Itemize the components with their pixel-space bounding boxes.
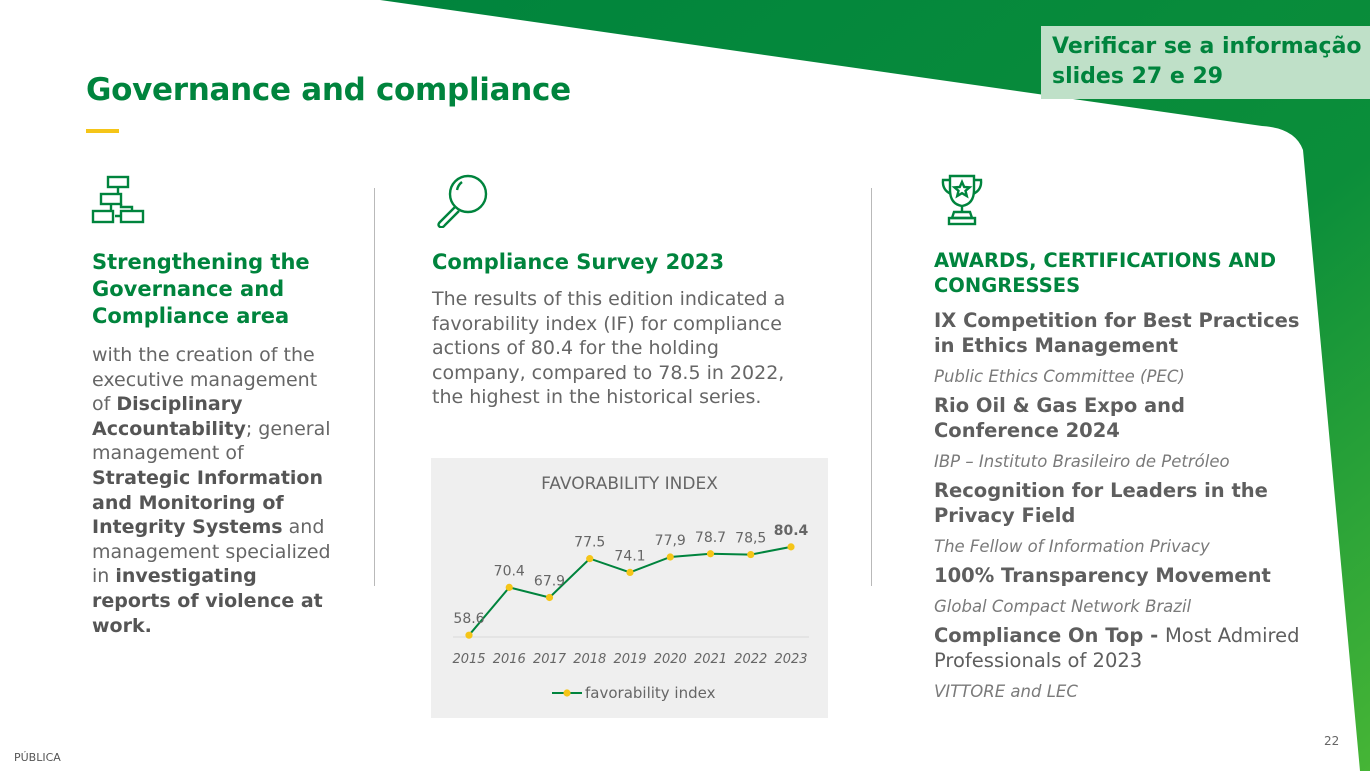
awards-list: IX Competition for Best Practices in Eth…: [934, 308, 1314, 703]
classification-label: PÚBLICA: [14, 751, 61, 764]
award-name: Rio Oil & Gas Expo and Conference 2024: [934, 393, 1314, 443]
page-title: Governance and compliance: [86, 72, 571, 108]
data-label: 67.9: [534, 574, 565, 590]
data-label: 78,5: [735, 531, 766, 547]
legend-label: favorability index: [585, 684, 716, 702]
award-name-main: Recognition for Leaders in the Privacy F…: [934, 479, 1268, 527]
award-organization: Global Compact Network Brazil: [934, 597, 1192, 616]
award-organization: The Fellow of Information Privacy: [934, 537, 1210, 556]
data-label: 74.1: [614, 548, 645, 564]
award-item: 100% Transparency Movement Global Compact…: [934, 563, 1314, 618]
award-name-main: IX Competition for Best Practices in Eth…: [934, 309, 1300, 357]
col1-body-part: with the creation of the executive manag…: [92, 344, 318, 416]
data-point: [505, 583, 513, 591]
data-label: 70.4: [494, 563, 525, 579]
data-point: [787, 543, 795, 551]
legend-marker: [563, 689, 571, 697]
data-point: [747, 550, 755, 559]
award-name: 100% Transparency Movement: [934, 563, 1314, 588]
x-tick-label: 2023: [774, 652, 807, 667]
data-point: [706, 550, 715, 558]
award-name: IX Competition for Best Practices in Eth…: [934, 308, 1314, 358]
x-tick-label: 2015: [452, 652, 485, 667]
col1-body-bold: investigating reports of violence at wor…: [92, 565, 323, 637]
review-note-line1: Verificar se a informação do: [1052, 34, 1370, 59]
favorability-chart: FAVORABILITY INDEX 58.6 2015 70.4 2016 67.9 20…: [431, 458, 828, 718]
award-name-main: 100% Transparency Movement: [934, 564, 1271, 587]
data-point: [586, 555, 594, 563]
award-name: Compliance On Top - Most Admired Profess…: [934, 623, 1314, 673]
x-tick-label: 2022: [734, 652, 767, 667]
chart-svg: FAVORABILITY INDEX 58.6 2015 70.4 2016 67.9 20…: [452, 474, 809, 702]
award-item: Recognition for Leaders in the Privacy F…: [934, 478, 1314, 558]
data-point: [666, 553, 674, 561]
x-tick-label: 2019: [613, 652, 646, 667]
col1-heading: Strengthening the Governance and Complia…: [92, 250, 310, 328]
page-number: 22: [1324, 734, 1340, 748]
trophy-icon: [941, 174, 983, 226]
col1-body-part: ; general management of: [92, 417, 331, 465]
award-name-suffix: Most Admired Professionals of 2023: [934, 624, 1300, 672]
data-label: 80.4: [774, 523, 809, 539]
award-name: Recognition for Leaders in the Privacy F…: [934, 478, 1314, 528]
data-label: 77,9: [655, 533, 686, 549]
data-point: [626, 568, 634, 576]
chart-title: FAVORABILITY INDEX: [541, 474, 718, 494]
awards-heading: AWARDS, CERTIFICATIONS AND CONGRESSES: [934, 249, 1277, 297]
award-item: IX Competition for Best Practices in Eth…: [934, 308, 1314, 388]
award-organization: IBP – Instituto Brasileiro de Petróleo: [934, 452, 1230, 471]
col1-body-bold: Strategic Information and Monitoring of …: [92, 466, 323, 539]
col1-body-part: and management specialized in: [92, 516, 331, 588]
data-label: 78.7: [695, 530, 726, 546]
col1-body: with the creation of the executive manag…: [92, 343, 337, 638]
org-chart-icon: [91, 175, 145, 224]
award-organization: VITTORE and LEC: [934, 682, 1078, 701]
x-tick-label: 2020: [654, 652, 687, 667]
column-divider-2: [871, 188, 872, 586]
title-underline: [86, 129, 119, 133]
data-point: [545, 593, 554, 602]
data-label: 58.6: [453, 611, 484, 627]
x-tick-label: 2018: [573, 652, 606, 667]
award-name-main: Rio Oil & Gas Expo and Conference 2024: [934, 394, 1186, 442]
award-name-main: Compliance On Top -: [934, 624, 1165, 647]
col2-heading: Compliance Survey 2023: [432, 250, 725, 274]
data-label: 77.5: [574, 535, 605, 551]
data-point: [465, 631, 473, 639]
award-organization: Public Ethics Committee (PEC): [934, 367, 1185, 386]
col1-body-bold: Disciplinary Accountability: [92, 393, 246, 440]
review-note-line2: slides 27 e 29: [1052, 64, 1224, 89]
col2-body: The results of this edition indicated a …: [432, 288, 786, 409]
x-tick-label: 2016: [493, 652, 526, 667]
x-tick-label: 2017: [533, 652, 567, 667]
column-divider-1: [374, 188, 375, 586]
x-tick-label: 2021: [694, 652, 727, 667]
magnifier-icon: [437, 174, 488, 228]
award-item: Rio Oil & Gas Expo and Conference 2024 IB…: [934, 393, 1314, 473]
awards-section: AWARDS, CERTIFICATIONS AND CONGRESSES IX…: [934, 248, 1314, 703]
review-note: Verificar se a informação do slides 27 e…: [1041, 26, 1370, 99]
award-item: Compliance On Top - Most Admired Profess…: [934, 623, 1314, 703]
